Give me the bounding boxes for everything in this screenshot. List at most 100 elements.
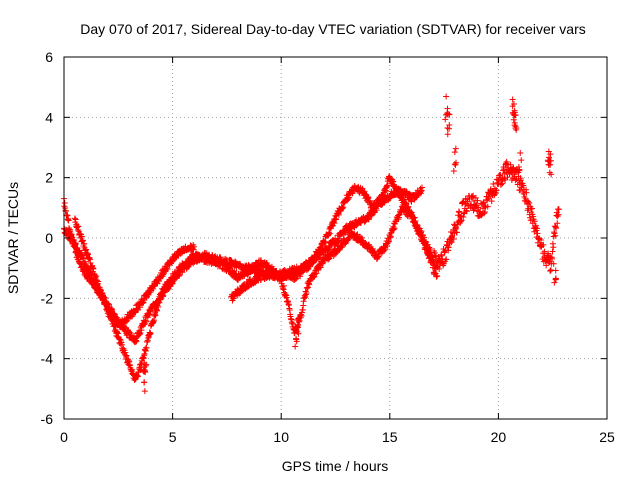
- data-point-spikes: [512, 112, 519, 119]
- data-point-trace-B: [155, 303, 162, 310]
- chart-title: Day 070 of 2017, Sidereal Day-to-day VTE…: [80, 21, 586, 37]
- data-point-trace-A: [326, 230, 333, 237]
- data-point-trace-D: [258, 276, 265, 283]
- data-point-trace-B: [317, 264, 324, 271]
- data-point-trace-A: [500, 166, 507, 173]
- data-point-spikes: [550, 260, 557, 267]
- y-tick-label: -6: [41, 411, 54, 427]
- data-point-spikes: [294, 324, 301, 331]
- data-point-trace-A: [541, 248, 548, 255]
- data-point-trace-A: [448, 239, 455, 246]
- data-point-trace-A: [552, 232, 559, 239]
- data-point-trace-A: [339, 205, 346, 212]
- data-point-trace-A: [453, 229, 460, 236]
- data-point-trace-A: [555, 211, 562, 218]
- data-point-trace-A: [488, 198, 495, 205]
- data-point-spikes: [452, 145, 459, 152]
- data-point-spikes: [545, 154, 552, 161]
- data-point-trace-C: [190, 243, 197, 250]
- data-point-trace-A: [549, 255, 556, 262]
- data-point-spikes: [517, 149, 524, 156]
- data-point-spikes: [551, 279, 558, 286]
- data-point-trace-A: [531, 218, 538, 225]
- data-point-trace-C: [81, 258, 88, 265]
- data-point-trace-B: [154, 307, 161, 314]
- data-point-spikes: [510, 116, 517, 123]
- data-point-trace-A: [457, 218, 464, 225]
- data-point-trace-A: [440, 260, 447, 267]
- data-point-trace-A: [137, 329, 144, 336]
- data-point-trace-A: [555, 206, 562, 213]
- data-point-trace-A: [534, 230, 541, 237]
- data-point-trace-A: [322, 238, 329, 245]
- data-point-trace-A: [550, 244, 557, 251]
- data-point-trace-A: [484, 203, 491, 210]
- data-point-trace-A: [547, 266, 554, 273]
- data-point-trace-A: [65, 217, 72, 224]
- x-axis-label: GPS time / hours: [282, 458, 389, 474]
- data-point-spikes: [446, 121, 453, 128]
- data-point-spikes: [293, 316, 300, 323]
- y-tick-label: -4: [41, 351, 54, 367]
- axis-ticks: 0 5 10 15 20 25 -6 -4 -2 0 2 4 6: [41, 49, 615, 445]
- data-point-spikes: [451, 161, 458, 168]
- data-point-trace-B: [72, 216, 79, 223]
- data-point-trace-A: [526, 214, 533, 221]
- data-point-trace-A: [143, 318, 150, 325]
- data-point-spikes: [142, 362, 149, 369]
- data-point-trace-B: [152, 312, 159, 319]
- data-point-spikes: [141, 379, 148, 386]
- data-point-trace-A: [517, 177, 524, 184]
- data-point-trace-A: [526, 199, 533, 206]
- data-point-trace-B: [305, 284, 312, 291]
- data-point-spikes: [452, 161, 459, 168]
- data-point-trace-A: [504, 174, 511, 181]
- data-point-trace-A: [469, 194, 476, 201]
- data-point-trace-B: [80, 237, 87, 244]
- x-tick-label: 5: [169, 429, 177, 445]
- y-tick-label: 4: [45, 109, 53, 125]
- data-point-trace-D: [418, 184, 425, 191]
- data-point-trace-B: [431, 269, 438, 276]
- data-point-spikes: [547, 161, 554, 168]
- data-point-spikes: [443, 93, 450, 100]
- data-point-trace-B: [313, 270, 320, 277]
- data-point-trace-A: [458, 217, 465, 224]
- data-point-spikes: [547, 157, 554, 164]
- data-point-trace-A: [463, 208, 470, 215]
- data-point-trace-A: [335, 211, 342, 218]
- data-point-trace-B: [418, 232, 425, 239]
- data-point-trace-A: [481, 210, 488, 217]
- data-point-trace-A: [554, 220, 561, 227]
- data-point-spikes: [293, 336, 300, 343]
- data-point-trace-D: [335, 235, 342, 242]
- data-point-trace-A: [523, 189, 530, 196]
- data-point-trace-A: [528, 205, 535, 212]
- data-point-spikes: [141, 359, 148, 366]
- data-point-spikes: [518, 157, 525, 164]
- data-point-trace-B: [303, 289, 310, 296]
- y-tick-label: 0: [45, 230, 53, 246]
- data-point-trace-B: [382, 246, 389, 253]
- data-point-trace-A: [456, 209, 463, 216]
- data-point-trace-A: [450, 235, 457, 242]
- data-point-spikes: [141, 388, 148, 395]
- data-point-trace-D: [365, 216, 372, 223]
- data-point-trace-A: [438, 252, 445, 259]
- data-point-spikes: [545, 148, 552, 155]
- data-point-spikes: [442, 116, 449, 123]
- data-point-trace-D: [373, 207, 380, 214]
- data-point-trace-A: [534, 225, 541, 232]
- y-tick-label: -2: [41, 290, 54, 306]
- data-point-trace-B: [147, 330, 154, 337]
- data-point-trace-A: [549, 248, 556, 255]
- data-point-trace-A: [540, 241, 547, 248]
- x-tick-label: 0: [60, 429, 68, 445]
- data-point-trace-B: [122, 349, 129, 356]
- data-point-trace-A: [293, 274, 300, 281]
- data-point-trace-B: [432, 265, 439, 272]
- data-point-trace-A: [545, 250, 552, 257]
- data-point-trace-B: [143, 344, 150, 351]
- data-point-trace-B: [280, 282, 287, 289]
- data-point-trace-A: [538, 237, 545, 244]
